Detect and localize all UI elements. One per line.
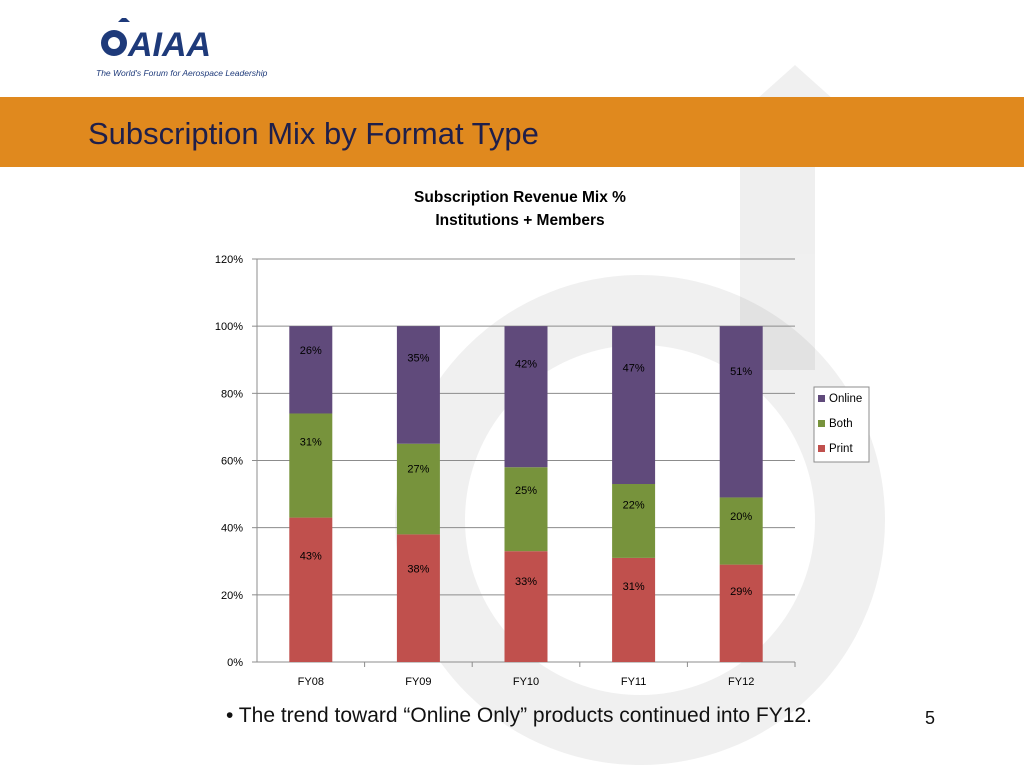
data-label-print: 33% — [515, 576, 537, 588]
page-title: Subscription Mix by Format Type — [88, 116, 539, 151]
page-number: 5 — [925, 708, 936, 728]
x-tick-label: FY08 — [298, 676, 324, 688]
legend-swatch-online — [818, 395, 825, 402]
y-tick-label: 80% — [221, 388, 243, 400]
chart-title: Institutions + Members — [435, 212, 604, 229]
bar-online — [719, 326, 763, 498]
bar-both — [396, 443, 440, 535]
data-label-print: 31% — [623, 581, 645, 593]
legend-swatch-both — [818, 420, 825, 427]
legend-label-online: Online — [829, 393, 862, 405]
y-tick-label: 0% — [227, 657, 243, 669]
bar-both — [719, 497, 763, 565]
bar-online — [396, 326, 440, 444]
y-tick-label: 100% — [215, 321, 243, 333]
data-label-both: 27% — [407, 463, 429, 475]
bar-print — [504, 551, 548, 662]
y-tick-label: 20% — [221, 590, 243, 602]
bar-print — [396, 534, 440, 662]
data-label-print: 38% — [407, 563, 429, 575]
data-label-online: 42% — [515, 358, 537, 370]
bar-both — [504, 467, 548, 552]
legend-label-both: Both — [829, 418, 853, 430]
x-tick-label: FY10 — [513, 676, 539, 688]
x-tick-label: FY11 — [621, 676, 646, 688]
bar-print — [289, 517, 333, 662]
bar-both — [289, 413, 333, 518]
bar-online — [612, 326, 656, 485]
x-tick-label: FY12 — [728, 676, 754, 688]
bar-print — [719, 564, 763, 662]
logo-text: AIAA — [127, 26, 211, 64]
bar-print — [612, 557, 656, 662]
data-label-both: 25% — [515, 485, 537, 497]
logo-tagline: The World's Forum for Aerospace Leadersh… — [96, 68, 268, 78]
bar-online — [289, 326, 333, 414]
data-label-both: 22% — [623, 499, 645, 511]
data-label-online: 51% — [730, 366, 752, 378]
data-label-online: 47% — [623, 363, 645, 375]
chart-title: Subscription Revenue Mix % — [414, 189, 626, 206]
aiaa-logo: AIAA The World's Forum for Aerospace Lea… — [96, 16, 267, 82]
data-label-print: 29% — [730, 586, 752, 598]
data-label-online: 35% — [407, 353, 429, 365]
data-label-print: 43% — [300, 551, 322, 563]
data-label-online: 26% — [300, 345, 322, 357]
x-tick-label: FY09 — [405, 676, 431, 688]
bullet-text: • The trend toward “Online Only” product… — [226, 704, 812, 727]
bar-both — [612, 484, 656, 558]
bar-online — [504, 326, 548, 468]
y-tick-label: 120% — [215, 254, 243, 266]
data-label-both: 20% — [730, 511, 752, 523]
y-tick-label: 40% — [221, 523, 243, 535]
y-tick-label: 60% — [221, 456, 243, 468]
title-band — [0, 97, 1024, 167]
data-label-both: 31% — [300, 437, 322, 449]
legend-label-print: Print — [829, 443, 853, 455]
legend-swatch-print — [818, 445, 825, 452]
